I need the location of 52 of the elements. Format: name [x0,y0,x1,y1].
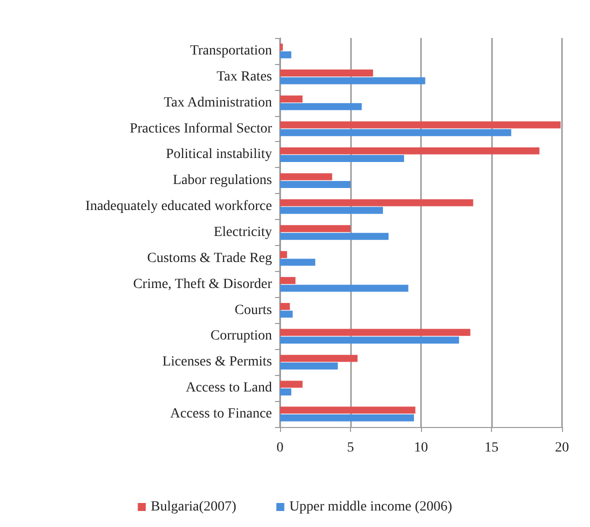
x-tick-label: 20 [555,440,569,456]
y-tick-label: Corruption [210,328,272,344]
bar [280,380,303,388]
bar [280,70,374,77]
bar [280,302,290,310]
bar [280,284,408,292]
bar [280,199,474,206]
bar [280,258,316,266]
bar [280,354,358,362]
y-tick-label: Inadequately educated workforce [85,199,272,214]
legend-label: Upper middle income (2006) [289,500,453,514]
x-tick-label: 0 [276,440,284,456]
x-tick-label: 5 [347,440,354,456]
y-tick-label: Licenses & Permits [162,354,272,370]
y-tick-label: Tax Administration [164,95,272,110]
y-tick-label: Electricity [214,225,272,240]
bar [280,129,512,136]
x-tick-label: 15 [484,440,498,456]
bar [280,328,470,336]
bar [280,206,383,214]
y-tick-label: Labor regulations [172,173,272,188]
bar [280,155,404,162]
bar [280,180,350,188]
bar [280,51,292,58]
y-tick-label: Practices Informal Sector [130,121,272,136]
bar [280,147,540,154]
bar [280,362,338,370]
bar [280,336,460,344]
bar [280,77,426,84]
y-tick-label: Customs & Trade Reg [147,250,272,266]
bar [280,232,389,240]
x-tick-label: 10 [414,440,428,456]
y-tick-label: Political instability [166,147,272,162]
y-tick-label: Courts [234,302,272,318]
y-tick-label: Transportation [190,43,272,58]
bar [280,44,283,51]
bar [280,95,303,102]
bar [280,225,350,232]
bar [280,103,362,110]
legend-label: Bulgaria(2007) [150,500,237,514]
y-tick-label: Access to Land [186,380,272,396]
bar [280,310,293,318]
bar [280,121,561,128]
y-tick-label: Crime, Theft & Disorder [133,276,272,292]
bar [280,173,332,180]
bar [280,406,416,414]
y-tick-label: Tax Rates [216,69,272,84]
bar [280,414,414,422]
bar [280,277,296,284]
bar [280,388,292,396]
y-tick-label: Access to Finance [170,406,272,422]
bar [280,251,288,258]
